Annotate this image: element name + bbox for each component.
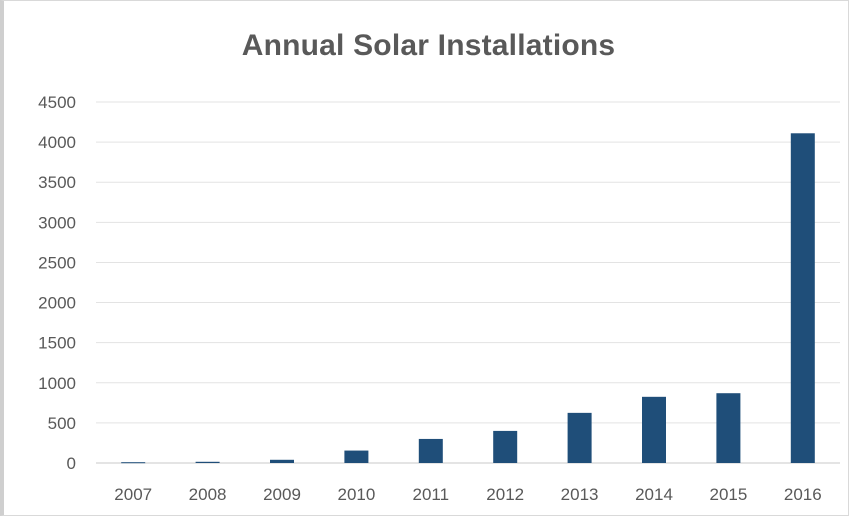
x-tick-label: 2010 (337, 485, 375, 504)
y-tick-label: 1000 (38, 374, 76, 393)
bar-2009 (270, 459, 294, 463)
y-tick-label: 4500 (38, 93, 76, 112)
y-tick-label: 0 (67, 454, 76, 473)
x-tick-label: 2013 (561, 485, 599, 504)
y-tick-label: 2000 (38, 294, 76, 313)
y-tick-label: 2500 (38, 253, 76, 272)
gridlines (96, 101, 840, 464)
x-tick-label: 2015 (709, 485, 747, 504)
bars (121, 133, 815, 464)
bar-2014 (642, 396, 666, 463)
y-tick-label: 3000 (38, 213, 76, 232)
bar-2016 (790, 133, 815, 463)
chart-title: Annual Solar Installations (241, 29, 616, 62)
y-tick-label: 1500 (38, 334, 76, 353)
x-tick-label: 2011 (413, 485, 450, 504)
x-tick-label: 2008 (189, 485, 227, 504)
y-tick-label: 4000 (38, 133, 76, 152)
bar-2011 (418, 438, 443, 463)
bar-2008 (195, 461, 220, 463)
x-tick-label: 2009 (263, 485, 301, 504)
bar-2013 (567, 412, 592, 463)
x-tick-label: 2012 (486, 485, 524, 504)
x-tick-label: 2007 (114, 485, 152, 504)
bar-2010 (344, 450, 369, 463)
y-tick-label: 500 (48, 414, 76, 433)
bar-2007 (121, 462, 146, 464)
bar-2012 (493, 430, 518, 463)
bar-2015 (716, 393, 741, 463)
y-tick-label: 3500 (38, 173, 76, 192)
x-tick-label: 2014 (635, 485, 673, 504)
x-axis-ticks: 2007 2008 2009 2010 2011 2012 2013 2014 2015 2016 (114, 485, 821, 504)
x-tick-label: 2016 (784, 485, 822, 504)
y-axis-ticks: 0 500 1000 1500 2000 2500 3000 3500 4000 4500 (38, 93, 76, 473)
bar-chart: 0 500 1000 1500 2000 2500 3000 3500 4000 4500 200… (38, 93, 840, 504)
